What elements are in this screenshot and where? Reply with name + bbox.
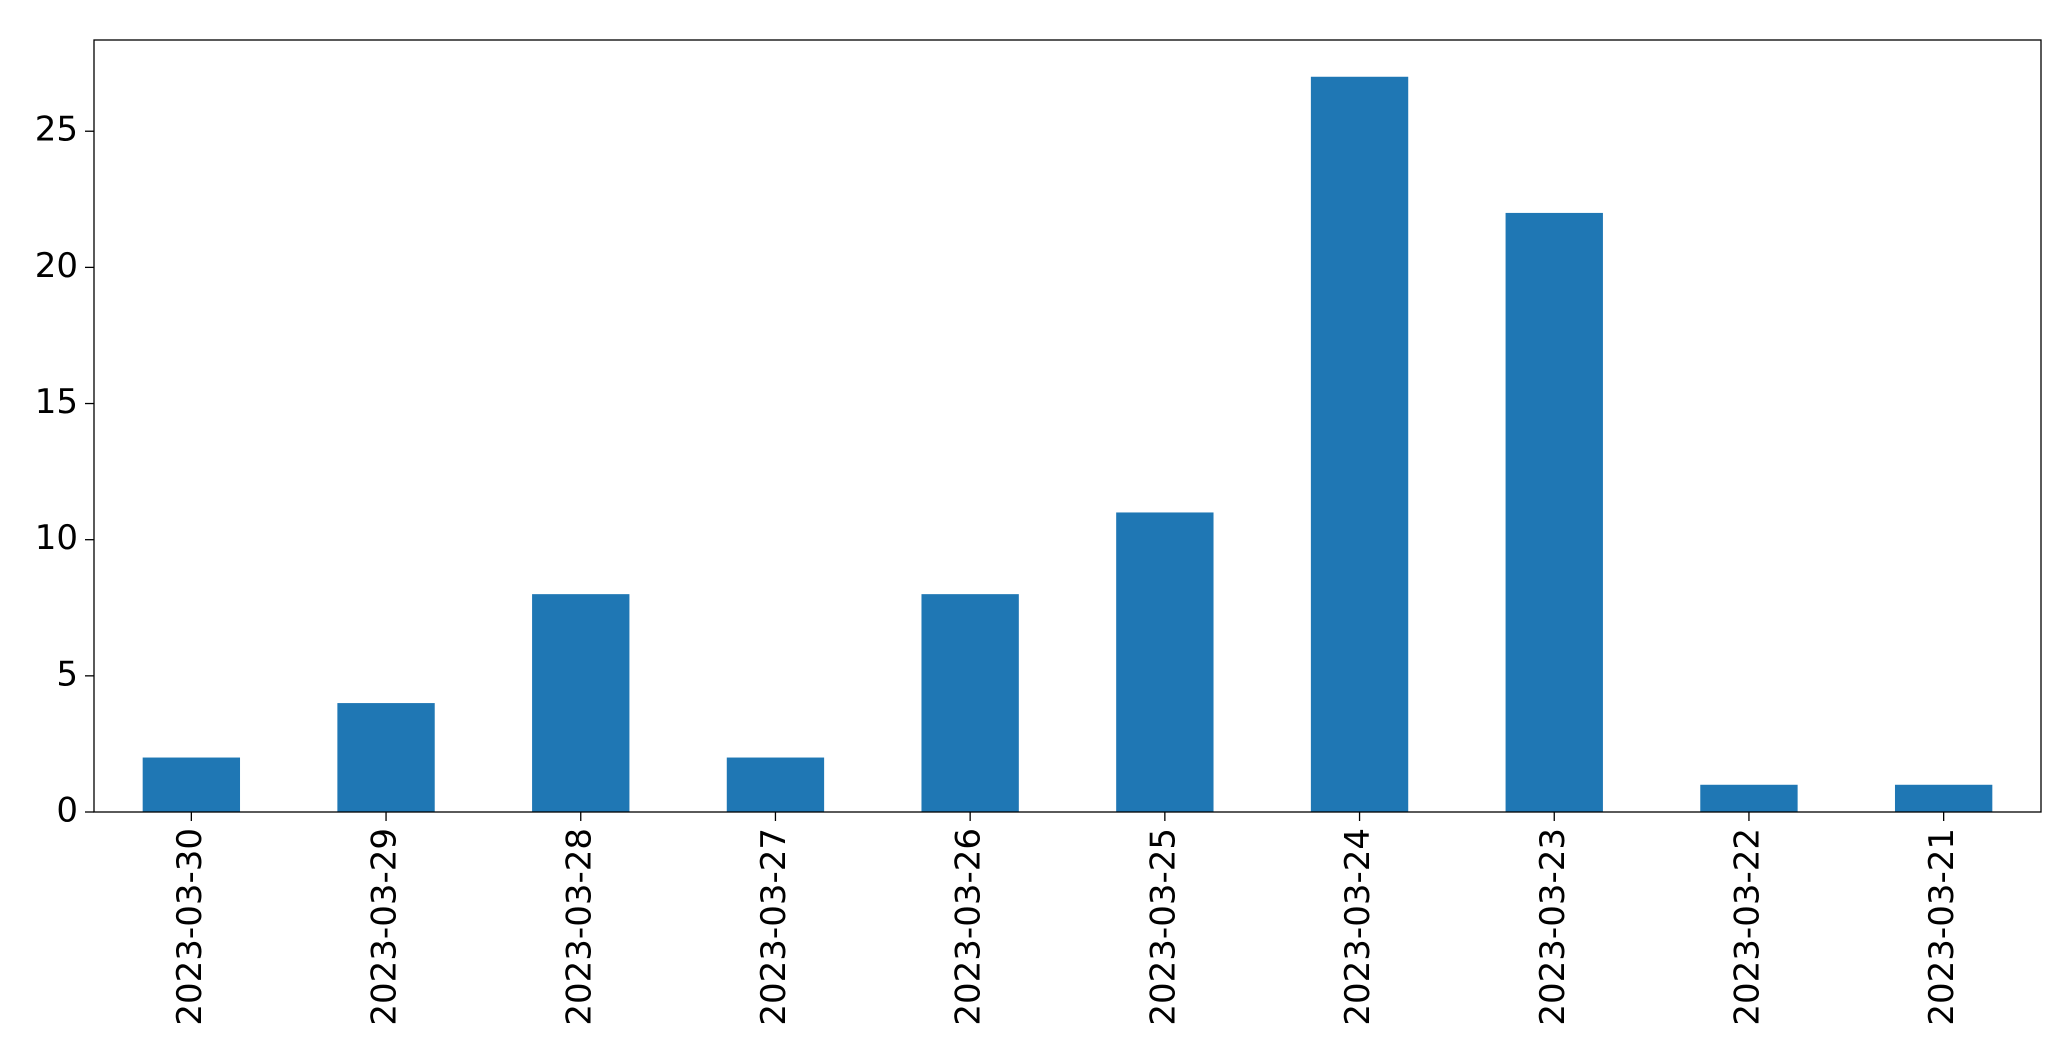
bar <box>921 594 1019 812</box>
bar <box>1116 512 1214 812</box>
y-tick-label: 0 <box>56 791 78 831</box>
y-tick-label: 25 <box>35 110 78 150</box>
x-tick-label: 2023-03-27 <box>754 828 794 1026</box>
bar <box>1310 76 1409 812</box>
y-tick-label: 20 <box>35 246 78 286</box>
bar <box>337 703 435 812</box>
x-tick-label: 2023-03-22 <box>1727 828 1767 1026</box>
bar <box>532 594 630 812</box>
bar <box>1505 212 1603 812</box>
bar <box>1700 784 1798 812</box>
x-tick-label: 2023-03-21 <box>1922 828 1962 1026</box>
bar <box>1894 784 1993 812</box>
x-tick-label: 2023-03-30 <box>170 828 210 1026</box>
x-tick-label: 2023-03-24 <box>1338 828 1378 1026</box>
y-tick-label: 15 <box>35 382 78 422</box>
x-tick-label: 2023-03-26 <box>949 828 989 1026</box>
x-tick-label: 2023-03-25 <box>1143 828 1183 1026</box>
plot-frame <box>93 39 2042 813</box>
x-tick-label: 2023-03-23 <box>1533 828 1573 1026</box>
y-tick-label: 5 <box>56 654 78 694</box>
x-tick-label: 2023-03-28 <box>559 828 599 1026</box>
y-tick-label: 10 <box>35 518 78 558</box>
x-tick-label: 2023-03-29 <box>365 828 405 1026</box>
bar <box>726 757 825 812</box>
bar <box>142 757 241 812</box>
